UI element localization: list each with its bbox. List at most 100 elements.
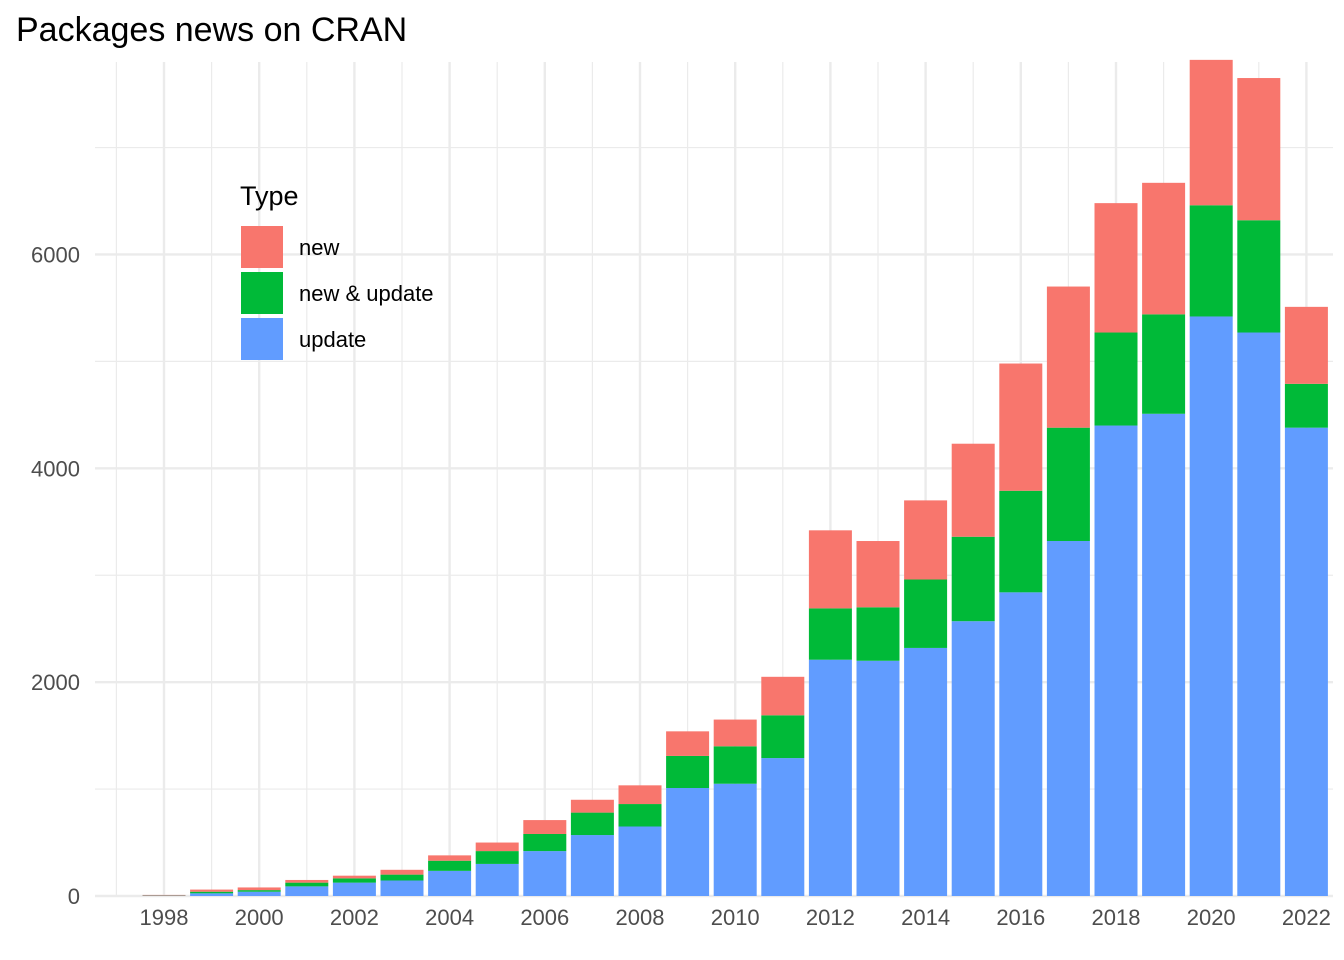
bar-new-update-2020 <box>1189 205 1233 317</box>
bar-update-2007 <box>570 835 614 896</box>
x-axis-ticks: 1998 2000 2002 2004 2006 2008 2010 2012 2014 2016… <box>140 905 1331 930</box>
legend-label-new: new <box>299 235 339 260</box>
bar-update-2008 <box>618 826 662 896</box>
y-axis-ticks: 0 2000 4000 6000 <box>31 242 80 909</box>
bar-new-update-2003 <box>380 874 424 881</box>
bar-new-update-2010 <box>713 746 757 784</box>
bar-new-2003 <box>380 869 424 875</box>
bar-update-2004 <box>428 870 472 896</box>
legend-label-update: update <box>299 327 366 352</box>
chart-title: Packages news on CRAN <box>16 11 407 49</box>
bar-new-update-2018 <box>1094 332 1138 426</box>
x-tick-label: 2020 <box>1187 905 1236 930</box>
bar-new-2010 <box>713 719 757 747</box>
bar-new-2011 <box>761 676 805 716</box>
bar-new-update-2011 <box>761 715 805 759</box>
legend-label-new-update: new & update <box>299 281 434 306</box>
x-tick-label: 2000 <box>235 905 284 930</box>
bar-new-2001 <box>285 879 329 883</box>
bar-new-update-2001 <box>285 882 329 887</box>
bar-new-update-2013 <box>856 607 900 661</box>
bar-new-1999 <box>190 889 234 892</box>
bar-new-2018 <box>1094 203 1138 333</box>
x-tick-label: 2014 <box>901 905 950 930</box>
bar-update-2014 <box>904 647 948 896</box>
bar-new-2014 <box>904 500 948 580</box>
y-tick-label: 0 <box>68 884 80 909</box>
bar-update-2012 <box>808 659 852 896</box>
bar-update-2003 <box>380 880 424 896</box>
bar-new-update-2009 <box>666 755 710 789</box>
bar-new-2002 <box>332 875 376 879</box>
x-tick-label: 2018 <box>1092 905 1141 930</box>
bar-new-update-2022 <box>1284 383 1328 428</box>
bar-new-2016 <box>999 363 1043 491</box>
bar-new-2005 <box>475 842 519 852</box>
bar-update-2011 <box>761 758 805 896</box>
x-tick-label: 2016 <box>996 905 1045 930</box>
bar-new-2012 <box>808 530 852 609</box>
legend-swatch-update <box>241 318 283 360</box>
bar-update-2018 <box>1094 425 1138 896</box>
x-tick-label: 2002 <box>330 905 379 930</box>
bar-new-update-2002 <box>332 878 376 883</box>
x-tick-label: 2022 <box>1282 905 1331 930</box>
bar-update-1999 <box>190 893 234 896</box>
bar-update-2010 <box>713 783 757 896</box>
y-tick-label: 6000 <box>31 242 80 267</box>
legend: Type new new & update update <box>240 181 434 360</box>
bar-update-2009 <box>666 788 710 896</box>
bar-update-2006 <box>523 851 567 896</box>
bar-update-2002 <box>332 882 376 896</box>
bar-new-update-2015 <box>951 536 995 622</box>
bar-new-update-2005 <box>475 851 519 864</box>
x-tick-label: 2006 <box>520 905 569 930</box>
bar-update-2022 <box>1284 427 1328 896</box>
bar-update-2000 <box>237 891 281 896</box>
bar-new-update-2017 <box>1046 427 1090 542</box>
bar-new-update-2021 <box>1237 220 1281 333</box>
bar-new-2013 <box>856 541 900 608</box>
bar-update-2005 <box>475 863 519 896</box>
bar-update-2016 <box>999 592 1043 896</box>
bar-new-update-2019 <box>1142 314 1186 414</box>
bar-new-update-2006 <box>523 833 567 852</box>
legend-swatch-new <box>241 226 283 268</box>
y-tick-label: 2000 <box>31 670 80 695</box>
bar-new-update-2014 <box>904 579 948 648</box>
bar-new-2004 <box>428 855 472 861</box>
bar-update-2013 <box>856 660 900 896</box>
bar-new-update-1999 <box>190 891 234 894</box>
bar-update-2020 <box>1189 316 1233 896</box>
bar-new-update-2004 <box>428 860 472 871</box>
bar-new-update-2007 <box>570 812 614 836</box>
legend-title: Type <box>240 181 299 211</box>
bar-update-2019 <box>1142 413 1186 896</box>
x-tick-label: 2008 <box>616 905 665 930</box>
bar-new-2008 <box>618 785 662 805</box>
bar-update-2021 <box>1237 332 1281 896</box>
bar-update-2015 <box>951 621 995 896</box>
bar-new-1998 <box>142 894 186 896</box>
x-tick-label: 2010 <box>711 905 760 930</box>
x-tick-label: 1998 <box>140 905 189 930</box>
bar-new-2009 <box>666 731 710 756</box>
bar-new-update-2008 <box>618 804 662 827</box>
bar-update-2017 <box>1046 541 1090 896</box>
bar-new-2015 <box>951 443 995 537</box>
bar-new-update-2016 <box>999 490 1043 593</box>
bar-new-2019 <box>1142 182 1186 315</box>
y-tick-label: 4000 <box>31 456 80 481</box>
bar-new-2007 <box>570 799 614 813</box>
bar-new-2021 <box>1237 78 1281 221</box>
bar-update-2001 <box>285 886 329 896</box>
bar-new-2022 <box>1284 306 1328 384</box>
bar-new-2000 <box>237 887 281 891</box>
bar-new-2020 <box>1189 59 1233 206</box>
bars <box>142 59 1328 896</box>
bar-new-update-2012 <box>808 608 852 660</box>
x-tick-label: 2012 <box>806 905 855 930</box>
bar-new-2006 <box>523 820 567 834</box>
legend-swatch-new-update <box>241 272 283 314</box>
